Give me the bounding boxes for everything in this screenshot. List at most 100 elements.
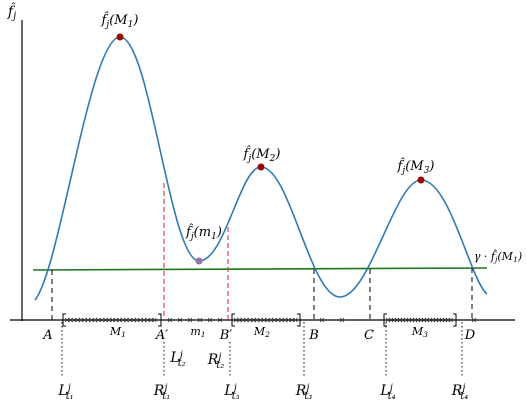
axis-point-label: B′ — [219, 328, 233, 343]
label-part: t₃ — [232, 391, 240, 402]
label-part: 3 — [423, 330, 428, 339]
label-part: t₁ — [66, 391, 74, 402]
observation — [131, 317, 136, 323]
label-part: 1 — [211, 232, 217, 242]
observation — [89, 317, 94, 323]
label-part: j — [400, 166, 405, 176]
observation — [258, 317, 263, 323]
observation — [92, 317, 98, 323]
label-part: j — [493, 255, 498, 264]
label-part: t₂ — [178, 358, 186, 369]
label-part: 1 — [128, 20, 134, 30]
label-part: (M — [497, 250, 513, 263]
peak-point — [116, 33, 124, 41]
label-part: f̂ — [7, 2, 16, 20]
observation — [471, 317, 477, 323]
observation — [319, 317, 325, 323]
observation — [110, 317, 115, 323]
label-part: 1 — [201, 330, 206, 339]
observation — [134, 317, 140, 323]
label-part: j — [162, 383, 167, 394]
label-part: (M — [405, 159, 424, 174]
observation — [244, 317, 249, 323]
point-label: f̂j(m1) — [185, 223, 222, 242]
observation — [124, 317, 129, 323]
observation — [127, 317, 133, 323]
label-part: t₃ — [304, 391, 312, 402]
observation — [106, 317, 112, 323]
point-label: f̂j(M3) — [397, 157, 435, 176]
y-axis-label: f̂j — [7, 2, 16, 22]
label-part: j — [104, 20, 109, 30]
observation — [293, 317, 298, 323]
label-part: f̂ — [397, 157, 406, 174]
label-part: j — [66, 383, 71, 394]
brackets — [62, 313, 457, 327]
label-part: D — [464, 328, 476, 343]
min-point — [195, 257, 203, 265]
observation — [82, 317, 87, 323]
observation — [141, 317, 147, 323]
label-part: j — [246, 154, 251, 164]
label-part: ) — [132, 13, 138, 28]
observation — [254, 317, 260, 323]
label-part: R — [295, 383, 307, 399]
observation — [279, 317, 284, 323]
observation — [152, 317, 157, 323]
label-part: R — [153, 383, 165, 399]
label-part: (M — [109, 13, 128, 28]
label-part: j — [388, 383, 393, 394]
label-part: L — [169, 350, 179, 366]
observation — [68, 317, 73, 323]
observation — [138, 317, 143, 323]
observation — [145, 317, 150, 323]
peak-point — [417, 176, 425, 184]
label-part: L — [223, 383, 233, 399]
label-part: ) — [274, 147, 280, 162]
label-part: f̂ — [101, 11, 110, 28]
label-part: j — [11, 11, 16, 22]
label-part: (m — [194, 225, 211, 240]
observation — [286, 317, 291, 323]
observation — [282, 317, 288, 323]
observation — [197, 317, 203, 323]
observation — [217, 317, 223, 323]
threshold-line — [32, 267, 488, 271]
observation — [272, 317, 277, 323]
interval-label: m1 — [190, 325, 205, 339]
label-part: B′ — [219, 328, 233, 343]
label-part: M — [253, 325, 266, 338]
observation — [268, 317, 274, 323]
dotted-lines — [61, 322, 463, 378]
observation — [85, 317, 91, 323]
label-part: j — [460, 383, 465, 394]
observation — [96, 317, 101, 323]
interval-label: M2 — [253, 325, 270, 339]
label-part: ) — [517, 250, 522, 263]
threshold-label: γ · f̂j(M1) — [474, 250, 522, 265]
density-curve — [34, 36, 488, 301]
label-part: t₄ — [388, 391, 396, 402]
bound-label: Lj t₁ — [57, 383, 73, 402]
label-part: R — [207, 352, 219, 368]
point-label: f̂j(M2) — [243, 145, 281, 164]
observation — [117, 317, 122, 323]
label-part: j — [232, 383, 237, 394]
labels: f̂j f̂j(M1)f̂j(m1)f̂j(M2)f̂j(M3)γ · f̂j(M… — [7, 2, 522, 402]
dashed-lines — [51, 268, 473, 320]
axis-point-label: B — [308, 328, 319, 343]
label-part: C — [364, 328, 374, 343]
axis-point-label: A′ — [155, 328, 168, 343]
observation — [275, 317, 281, 323]
label-part: M — [411, 325, 424, 338]
label-part: 3 — [424, 166, 430, 176]
label-part: j — [304, 383, 309, 394]
bound-label: Lj t₃ — [223, 383, 239, 402]
observation — [339, 317, 345, 323]
bound-label: Rj t₃ — [295, 383, 313, 402]
observation — [167, 317, 173, 323]
red-dashed-lines — [163, 183, 229, 320]
label-part: 2 — [264, 330, 270, 339]
observation — [99, 317, 105, 323]
